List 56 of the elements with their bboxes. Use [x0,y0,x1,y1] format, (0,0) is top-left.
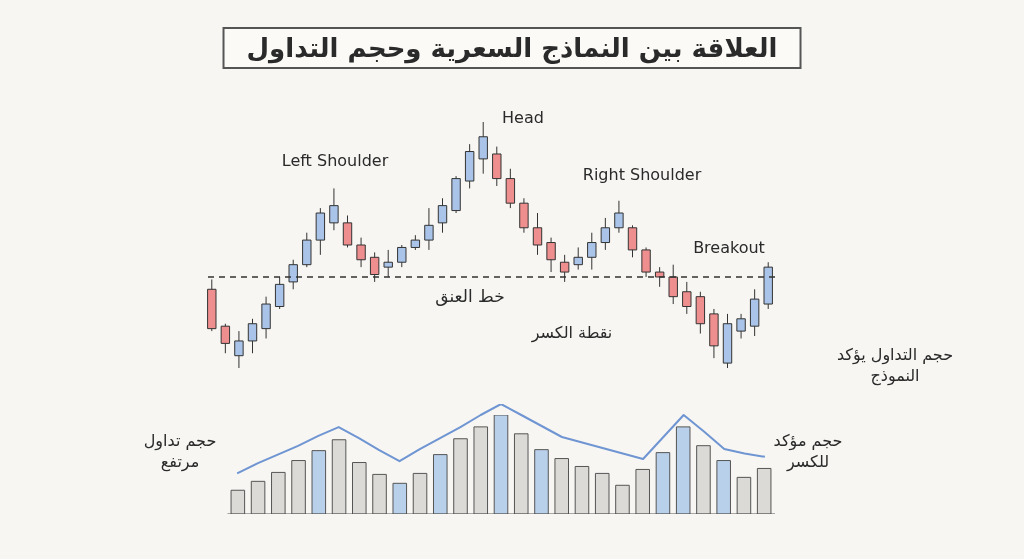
bar [675,426,691,514]
annotation: حجم مؤكد للكسر [772,431,844,473]
candlestick [546,237,556,273]
bar [696,445,711,514]
bar [352,462,367,514]
candlestick [682,281,692,315]
bar [716,460,731,514]
candlestick [614,200,624,234]
candlestick [220,323,231,354]
annotation: Head [502,107,544,127]
candlestick [600,217,611,251]
bar [271,471,286,514]
annotation: Right Shoulder [582,164,702,184]
candlestick [424,207,434,251]
bar [513,433,529,514]
candlestick [329,187,339,231]
bar [554,458,570,514]
candlestick [342,214,353,248]
bar [635,468,650,514]
bar [453,438,468,514]
candlestick [573,246,583,271]
candlestick [247,318,258,354]
bar [311,450,327,514]
bar [230,489,246,514]
bar [473,426,489,514]
bar [756,467,772,514]
annotation: Left Shoulder [281,150,389,170]
candlestick [234,330,244,368]
candlestick [478,122,488,175]
bar [291,460,306,514]
bar [655,452,671,514]
candlestick [437,197,448,234]
candlestick [397,244,407,268]
text: حجم تداول مرتفع [142,431,218,473]
candlestick [356,237,366,268]
candlestick [587,232,597,271]
text: حجم التداول يؤكد النموذج [835,345,955,387]
candlestick [532,212,543,256]
bar [392,482,408,514]
annotation: نقطة الكسر [531,322,613,342]
bar [412,472,428,514]
bar [372,473,387,514]
bar [250,480,266,514]
bar [736,476,752,514]
bar [574,465,590,514]
bar [331,439,347,514]
bar [493,415,509,514]
bar [615,484,630,514]
bar [432,454,448,514]
candlestick [736,313,746,339]
annotation: Breakout [693,237,765,257]
bar [594,472,610,514]
ref-line-label: خط العنق [435,285,505,306]
chart-title: العلاقة بين النماذج السعرية وحجم التداول [222,27,802,69]
bar [534,449,549,514]
candlestick [627,224,638,258]
